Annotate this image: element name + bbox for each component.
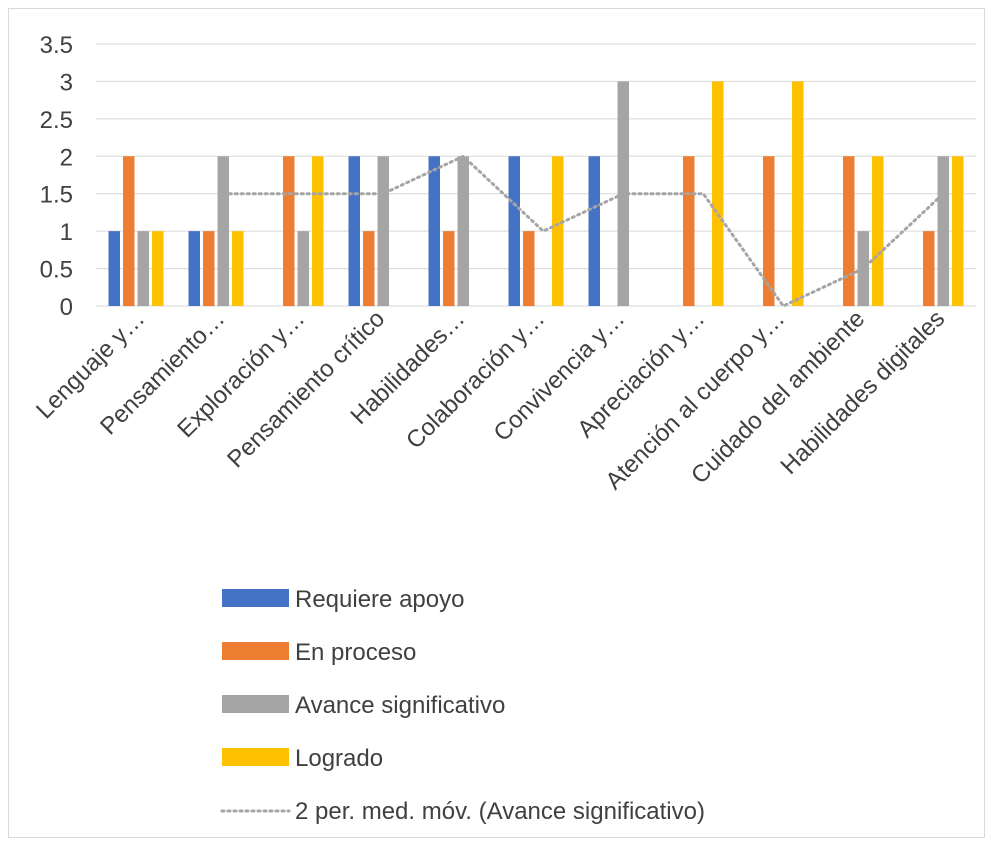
bar-avance-significativo: [217, 156, 229, 306]
y-tick-label: 2.5: [40, 107, 73, 134]
legend-swatch: [222, 642, 289, 660]
legend-swatch: [222, 748, 289, 766]
y-tick-label: 1: [60, 219, 73, 246]
y-axis-ticks: 0 0.5 1 1.5 2 2.5 3 3.5: [40, 32, 73, 321]
x-tick-label: Pensamiento crítico: [222, 305, 390, 473]
bar-en-proceso: [363, 231, 375, 306]
chart-svg: 0 0.5 1 1.5 2 2.5 3 3.5 Lenguaje y…Pensamiento……: [31, 32, 976, 825]
bar-en-proceso: [123, 156, 135, 306]
bar-en-proceso: [283, 156, 295, 306]
bar-avance-significativo: [297, 231, 309, 306]
legend-label: 2 per. med. móv. (Avance significativo): [295, 798, 705, 825]
bar-en-proceso: [923, 231, 935, 306]
bar-logrado: [712, 81, 724, 306]
y-tick-label: 0: [60, 294, 73, 321]
bar-avance-significativo: [937, 156, 949, 306]
legend-label: Requiere apoyo: [295, 586, 464, 613]
y-tick-label: 3: [60, 69, 73, 96]
chart-frame: 0 0.5 1 1.5 2 2.5 3 3.5 Lenguaje y… Pensamiento……: [8, 8, 985, 838]
bar-en-proceso: [843, 156, 855, 306]
bars: [108, 81, 964, 306]
bar-requiere-apoyo: [108, 231, 120, 306]
bar-en-proceso: [763, 156, 775, 306]
bar-logrado: [312, 156, 324, 306]
legend-label: Logrado: [295, 745, 383, 772]
bar-en-proceso: [203, 231, 215, 306]
y-tick-label: 3.5: [40, 32, 73, 59]
moving-average-line: [221, 154, 945, 308]
legend-swatch: [222, 695, 289, 713]
bar-logrado: [792, 81, 804, 306]
bar-logrado: [152, 231, 164, 306]
y-tick-label: 0.5: [40, 257, 73, 284]
bar-requiere-apoyo: [428, 156, 440, 306]
bar-en-proceso: [523, 231, 535, 306]
x-axis-ticks: Lenguaje y…Pensamiento…Exploración y…Pen…: [31, 305, 950, 495]
bar-en-proceso: [443, 231, 455, 306]
legend-label: Avance significativo: [295, 692, 505, 719]
bar-avance-significativo: [457, 156, 469, 306]
bar-avance-significativo: [137, 231, 149, 306]
bar-requiere-apoyo: [348, 156, 360, 306]
bar-logrado: [952, 156, 964, 306]
bar-en-proceso: [683, 156, 695, 306]
legend: Requiere apoyo En proceso Avance significa…: [220, 586, 705, 825]
bar-logrado: [232, 231, 244, 306]
bar-requiere-apoyo: [508, 156, 520, 306]
bar-requiere-apoyo: [188, 231, 200, 306]
bar-requiere-apoyo: [588, 156, 600, 306]
y-tick-label: 2: [60, 144, 73, 171]
bar-logrado: [552, 156, 564, 306]
y-tick-label: 1.5: [40, 182, 73, 209]
legend-swatch: [222, 589, 289, 607]
bar-logrado: [872, 156, 884, 306]
bar-avance-significativo: [377, 156, 389, 306]
trendline-layer: [221, 154, 945, 308]
legend-label: En proceso: [295, 639, 416, 666]
x-tick-label: Colaboración y…: [401, 305, 550, 454]
